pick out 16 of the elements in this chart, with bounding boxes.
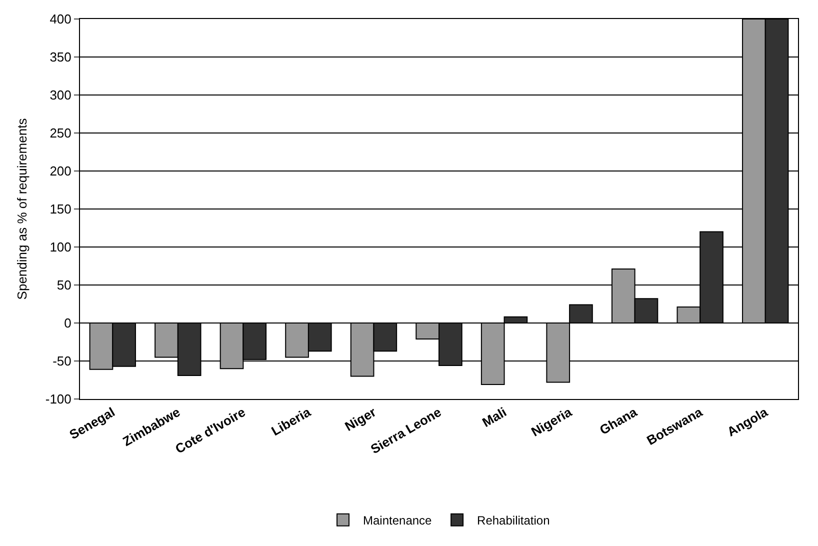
y-tick-label: -100 [45,392,72,407]
y-tick-label: -50 [52,354,72,369]
y-tick-label: 100 [50,240,72,255]
y-tick-label: 300 [50,88,72,103]
legend-label: Rehabilitation [477,514,550,528]
y-tick-label: 0 [64,316,72,331]
y-tick-label: 150 [50,202,72,217]
legend-label: Maintenance [363,514,432,528]
x-tick-label: Niger [342,404,378,434]
y-tick-label: 250 [50,126,72,141]
y-tick-label: 400 [50,12,72,27]
y-tick-label: 350 [50,50,72,65]
x-tick-label: Mali [480,404,510,430]
y-axis-title: Spending as % of requirements [14,118,30,300]
y-tick-label: 200 [50,164,72,179]
y-tick-label: 50 [56,278,72,293]
